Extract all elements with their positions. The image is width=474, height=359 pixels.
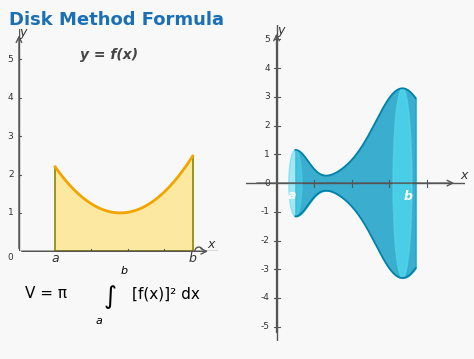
- Text: a: a: [287, 189, 296, 202]
- Text: Disk Method Formula: Disk Method Formula: [9, 11, 225, 29]
- Text: y: y: [19, 27, 27, 39]
- Text: [f(x)]² dx: [f(x)]² dx: [131, 286, 200, 301]
- Text: 1: 1: [264, 150, 270, 159]
- Text: -4: -4: [261, 293, 270, 303]
- Text: -1: -1: [261, 207, 270, 216]
- Text: 3: 3: [8, 132, 14, 141]
- Text: x: x: [207, 238, 215, 251]
- Text: -3: -3: [261, 265, 270, 274]
- Text: 3: 3: [264, 92, 270, 102]
- Text: 4: 4: [264, 64, 270, 73]
- Text: 2: 2: [264, 121, 270, 130]
- Text: 4: 4: [8, 93, 14, 102]
- Text: b: b: [404, 190, 413, 203]
- Text: x: x: [460, 169, 467, 182]
- Text: V = π: V = π: [25, 286, 67, 301]
- Text: 5: 5: [8, 55, 14, 64]
- Text: a: a: [95, 316, 102, 326]
- Text: b: b: [189, 252, 197, 265]
- Text: y = f(x): y = f(x): [81, 48, 138, 62]
- Text: ∫: ∫: [104, 285, 117, 309]
- Text: 5: 5: [264, 35, 270, 44]
- Ellipse shape: [289, 150, 302, 216]
- Text: 2: 2: [8, 170, 14, 179]
- Text: 0: 0: [264, 178, 270, 188]
- Text: a: a: [51, 252, 59, 265]
- Text: -5: -5: [261, 322, 270, 331]
- Text: y: y: [277, 24, 285, 37]
- Text: b: b: [121, 266, 128, 276]
- Text: -2: -2: [261, 236, 270, 245]
- Text: 1: 1: [8, 209, 14, 218]
- Ellipse shape: [393, 88, 412, 278]
- Text: 0: 0: [8, 253, 14, 262]
